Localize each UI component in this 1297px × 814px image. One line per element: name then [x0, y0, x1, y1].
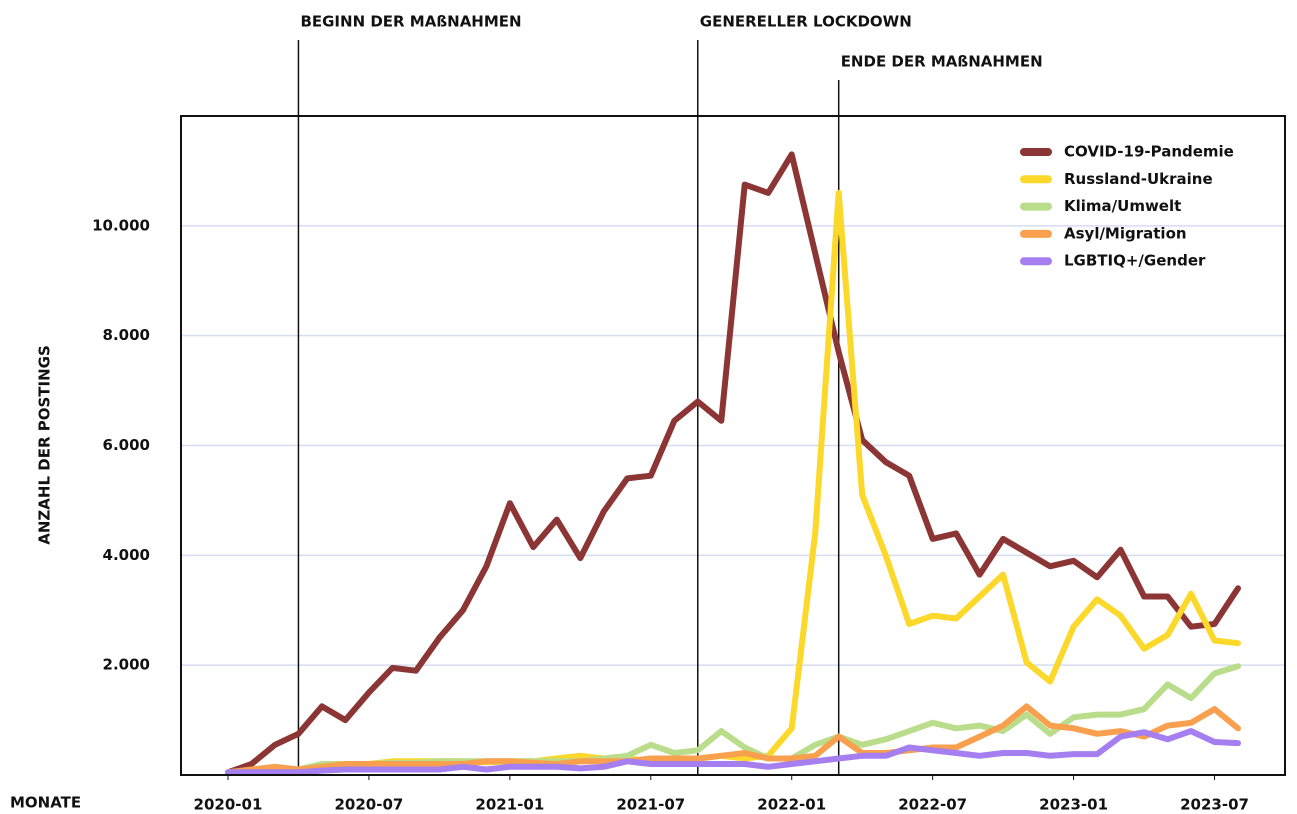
series-line	[225, 703, 1241, 776]
y-axis-label: ANZAHL DER POSTINGS	[36, 345, 54, 544]
y-tick-label: 10.000	[92, 216, 150, 234]
y-tick-label: 8.000	[103, 326, 150, 344]
y-tick-label: 2.000	[103, 656, 150, 674]
legend-label: Russland-Ukraine	[1064, 170, 1213, 188]
plot-frame	[180, 115, 1286, 776]
x-tick-label: 2023-01	[1039, 796, 1108, 814]
legend-label: Klima/Umwelt	[1064, 197, 1181, 215]
legend-label: COVID-19-Pandemie	[1064, 143, 1234, 161]
event-label: BEGINN DER MAßNAHMEN	[300, 13, 521, 31]
series-line	[225, 728, 1241, 776]
y-tick-label: 4.000	[103, 546, 150, 564]
event-label: GENERELLER LOCKDOWN	[700, 13, 912, 31]
x-tick-label: 2022-07	[898, 796, 967, 814]
series-line	[225, 151, 1241, 776]
y-tick-label: 6.000	[103, 436, 150, 454]
x-tick-label: 2020-01	[194, 796, 263, 814]
x-tick-label: 2020-07	[334, 796, 403, 814]
x-tick-label: 2021-07	[616, 796, 685, 814]
x-tick-label: 2021-01	[475, 796, 544, 814]
x-axis-label: MONATE	[10, 794, 81, 812]
x-tick-label: 2023-07	[1180, 796, 1249, 814]
event-label: ENDE DER MAßNAHMEN	[841, 53, 1043, 71]
legend-label: LGBTIQ+/Gender	[1064, 252, 1206, 270]
x-tick-label: 2022-01	[757, 796, 826, 814]
legend-label: Asyl/Migration	[1064, 224, 1187, 242]
